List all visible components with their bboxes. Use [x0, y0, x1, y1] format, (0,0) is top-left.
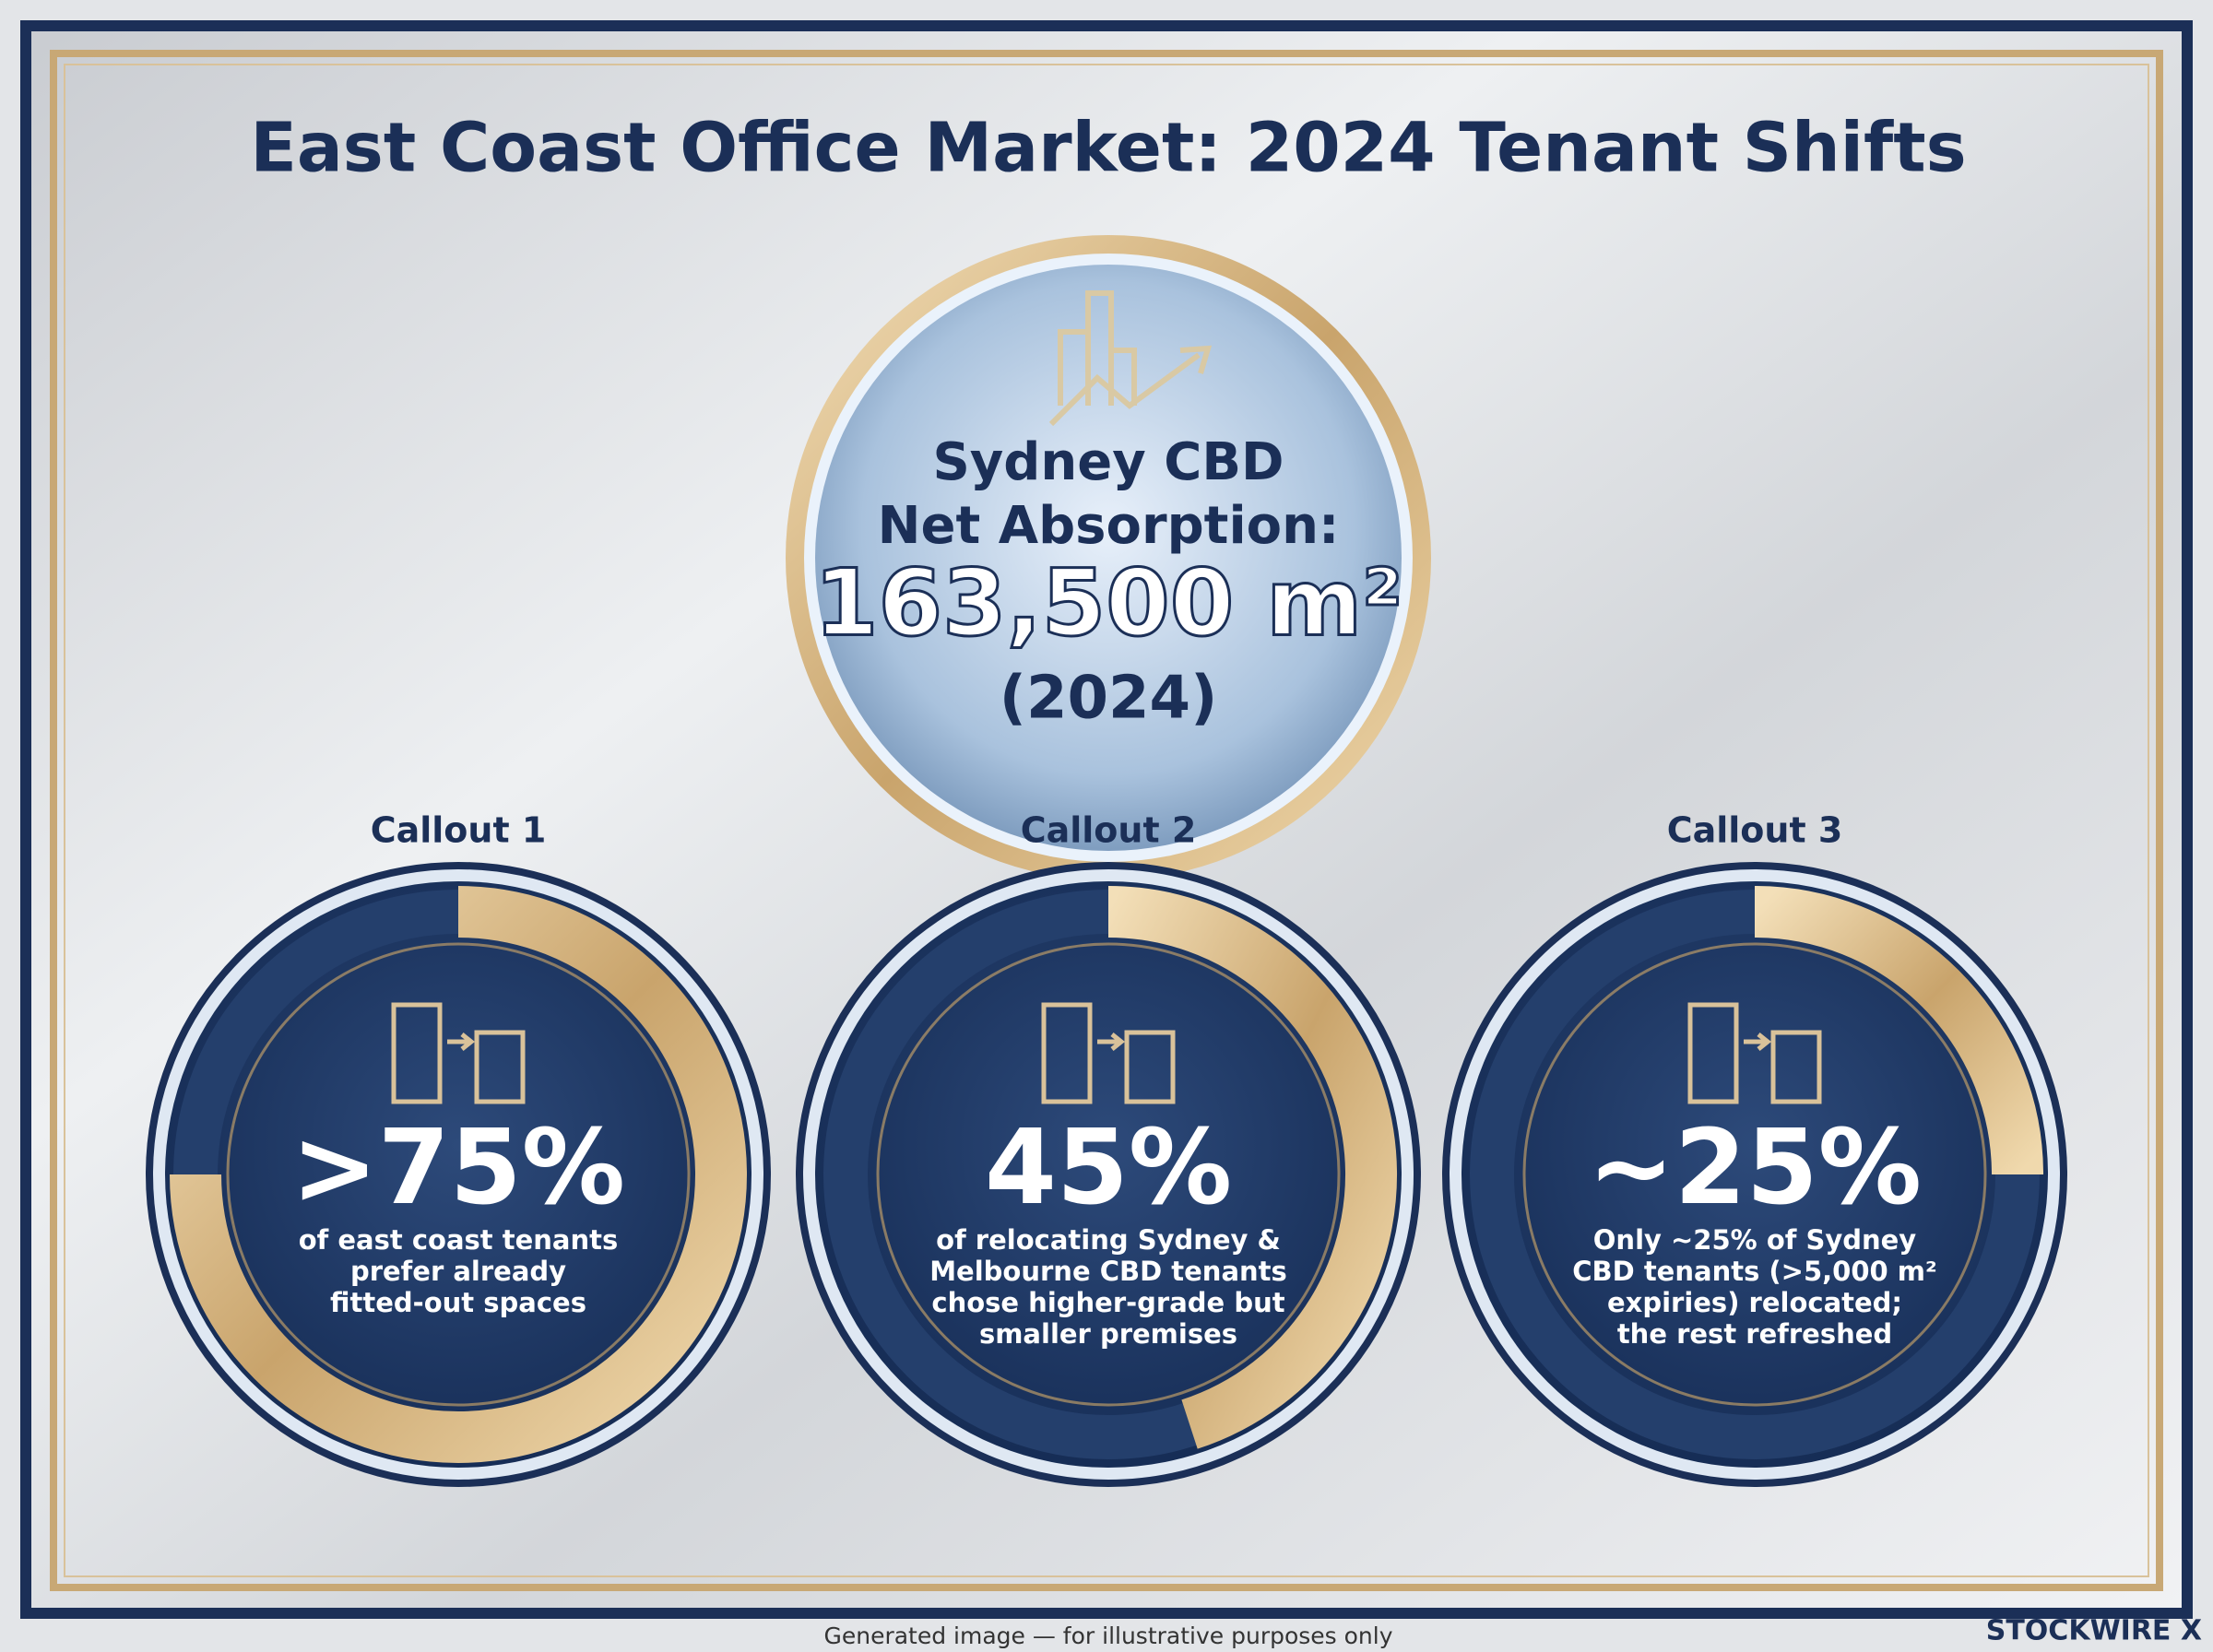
callout-text: the rest refreshed	[1617, 1318, 1892, 1350]
callout-text: Only ~25% of Sydney	[1593, 1224, 1917, 1256]
icon-part	[1097, 1032, 1126, 1051]
icon-part	[447, 1032, 476, 1051]
inner-frame	[50, 50, 2163, 1591]
callout-body	[815, 881, 1402, 1468]
icon-part	[391, 1002, 443, 1104]
icon-part	[1770, 1030, 1822, 1104]
footer: Generated image — for illustrative purpo…	[823, 1622, 1392, 1649]
callout-icon	[391, 1002, 526, 1104]
hero-value: 163,500 m²	[814, 549, 1402, 656]
icon-part	[1124, 1030, 1176, 1104]
callout-text: of east coast tenants	[299, 1224, 619, 1256]
callout-heading: Callout 3	[1667, 810, 1843, 851]
callout-text: of relocating Sydney &	[936, 1224, 1281, 1256]
progress-arc	[170, 886, 747, 1463]
callout-heading: Callout 1	[371, 810, 547, 851]
callout-heading: Callout 2	[1021, 810, 1197, 851]
title: East Coast Office Market: 2024 Tenant Sh…	[250, 109, 1966, 188]
icon-part	[1687, 1002, 1739, 1104]
progress-arc	[1107, 886, 1397, 1449]
callout-text: prefer already	[350, 1256, 566, 1287]
icon-part	[1744, 1032, 1772, 1051]
callout-icon	[1041, 1002, 1176, 1104]
callout-text: expiries) relocated;	[1607, 1287, 1902, 1318]
callout-inner-line	[1522, 942, 1987, 1407]
callout-icon	[1687, 1002, 1822, 1104]
callout-text: CBD tenants (>5,000 m²	[1572, 1256, 1936, 1287]
callout-text: smaller premises	[979, 1318, 1237, 1350]
callout-body	[1462, 881, 2048, 1468]
inner-frame-line	[64, 64, 2149, 1577]
hero-line: Net Absorption:	[878, 496, 1340, 556]
callout-text: fitted-out spaces	[330, 1287, 586, 1318]
callout-value: 45%	[985, 1108, 1232, 1228]
brand: STOCKWIRE X	[1986, 1615, 2202, 1647]
callout-inner-line	[226, 942, 691, 1407]
callouts: Callout 1 >75%of east coast tenantsprefer…	[146, 810, 2067, 1487]
icon-part	[474, 1030, 526, 1104]
hero-period: (2024)	[1000, 665, 1218, 733]
icon-part	[1041, 1002, 1093, 1104]
callout-body	[165, 881, 751, 1468]
hero-circle: Sydney CBD Net Absorption: 163,500 m² (2…	[786, 235, 1431, 880]
progress-arc	[1754, 886, 2043, 1175]
hero-body	[815, 265, 1402, 851]
callout-inner-line	[876, 942, 1341, 1407]
callout-text: Melbourne CBD tenants	[929, 1256, 1287, 1287]
callout-text: chose higher-grade but	[931, 1287, 1284, 1318]
hero-icon	[1048, 290, 1213, 427]
callout-value: >75%	[291, 1108, 625, 1228]
callout-value: ~25%	[1588, 1108, 1922, 1228]
hero-line: Sydney CBD	[932, 432, 1284, 492]
